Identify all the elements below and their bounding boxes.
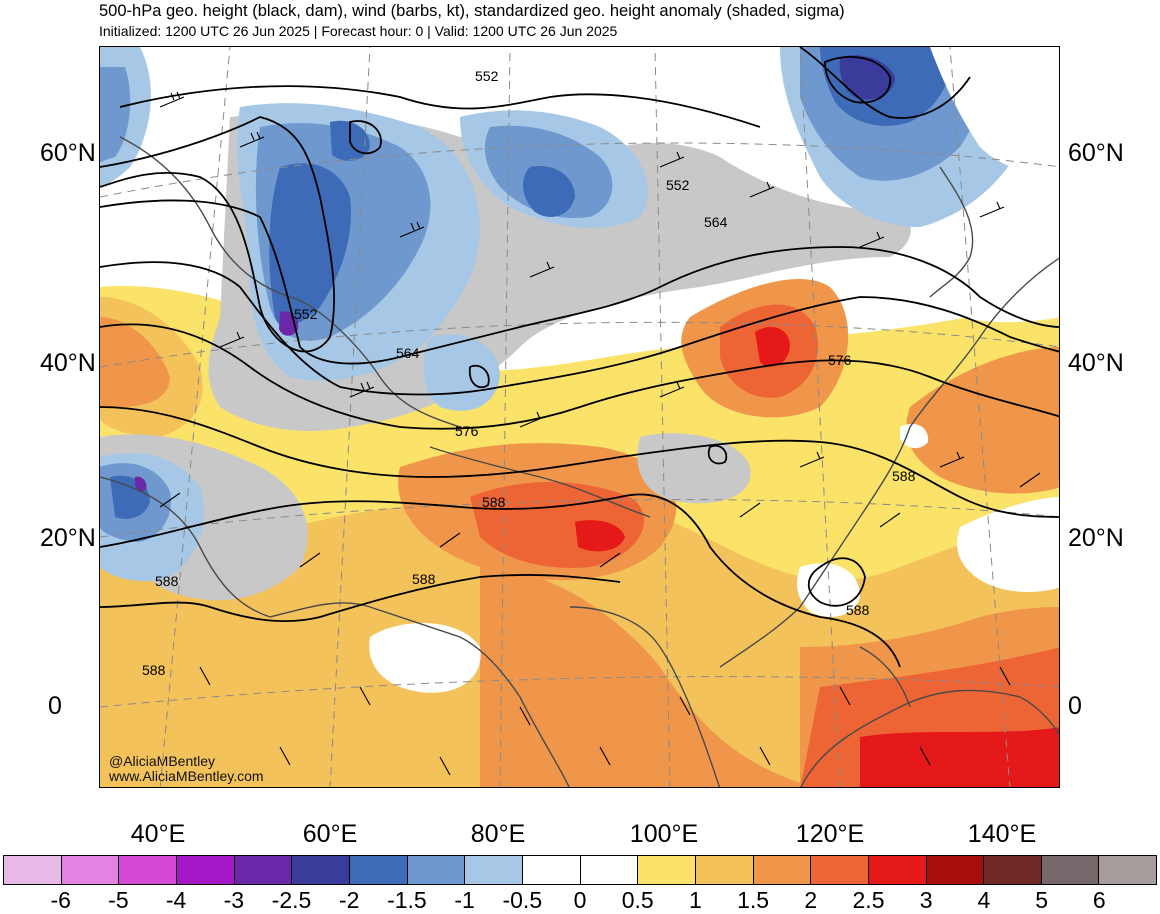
- contour-label: 588: [155, 573, 179, 589]
- lat-label-left: 60°N: [40, 139, 96, 167]
- colorbar-tick-label: -1.5: [387, 887, 427, 913]
- contour-label: 552: [294, 306, 318, 322]
- map-subtitle: Initialized: 1200 UTC 26 Jun 2025 | Fore…: [99, 23, 618, 39]
- contour-label: 564: [704, 214, 728, 230]
- colorbar-tick-label: -2.5: [271, 887, 312, 913]
- contour-label: 576: [828, 352, 852, 368]
- colorbar-swatch: [695, 856, 754, 884]
- colorbar-tick-label: 1.5: [737, 887, 770, 913]
- colorbar-swatch: [1041, 856, 1100, 884]
- colorbar-tick-label: -2: [338, 887, 360, 913]
- contour-label: 552: [666, 177, 690, 193]
- colorbar-tick-label: 3: [919, 887, 933, 913]
- lon-label: 40°E: [130, 820, 186, 848]
- colorbar-swatch: [465, 856, 523, 884]
- lon-label: 120°E: [795, 820, 865, 848]
- colorbar-swatch: [349, 856, 408, 884]
- credit-url: www.AliciaMBentley.com: [109, 768, 264, 784]
- colorbar-swatch: [984, 856, 1042, 884]
- colorbar-swatch: [234, 856, 293, 884]
- colorbar-tick-label: 4: [977, 887, 991, 913]
- contour-label: 588: [412, 571, 436, 587]
- colorbar-swatch: [4, 856, 62, 884]
- lat-label-right: 0: [1068, 692, 1082, 720]
- contour-label: 564: [396, 345, 420, 361]
- lat-label-right: 20°N: [1068, 524, 1124, 552]
- map-canvas: 552 552 552 564 564 576 576 588 588 588 …: [100, 47, 1059, 787]
- colorbar-swatch: [926, 856, 985, 884]
- colorbar-tick-label: 0.5: [621, 887, 654, 913]
- colorbar-tick-label: 1: [688, 887, 702, 913]
- contour-label: 588: [846, 602, 870, 618]
- weather-map: 552 552 552 564 564 576 576 588 588 588 …: [99, 46, 1060, 788]
- colorbar-swatch: [638, 856, 696, 884]
- colorbar-swatch: [1099, 856, 1157, 884]
- colorbar: [3, 855, 1157, 885]
- lat-label-left: 0: [48, 692, 62, 720]
- colorbar-tick-label: -6: [50, 887, 71, 913]
- colorbar-tick-label: -1: [454, 887, 475, 913]
- colorbar-swatch: [292, 856, 350, 884]
- colorbar-tick-label: 5: [1035, 887, 1048, 913]
- contour-label: 552: [475, 68, 499, 84]
- map-title: 500-hPa geo. height (black, dam), wind (…: [99, 2, 845, 20]
- colorbar-swatch: [580, 856, 639, 884]
- colorbar-tick-label: -5: [108, 887, 129, 913]
- colorbar-tick-label: 2: [804, 887, 818, 913]
- lon-label: 100°E: [629, 820, 699, 848]
- colorbar-swatch: [61, 856, 120, 884]
- colorbar-tick-label: 6: [1092, 887, 1106, 913]
- credit-handle: @AliciaMBentley: [109, 753, 216, 769]
- contour-label: 588: [142, 662, 166, 678]
- lon-label: 140°E: [967, 820, 1037, 848]
- lat-label-right: 60°N: [1068, 139, 1124, 167]
- contour-label: 588: [482, 494, 506, 510]
- lon-label: 80°E: [470, 820, 526, 848]
- colorbar-tick-label: 2.5: [852, 887, 885, 913]
- colorbar-tick-label: -0.5: [502, 887, 543, 913]
- lon-label: 60°E: [302, 820, 358, 848]
- colorbar-swatch: [176, 856, 235, 884]
- colorbar-tick-label: -3: [223, 887, 245, 913]
- lat-label-left: 40°N: [40, 349, 96, 377]
- colorbar-swatch: [522, 856, 581, 884]
- colorbar-swatch: [119, 856, 177, 884]
- colorbar-swatch: [811, 856, 869, 884]
- colorbar-tick-label: -4: [165, 887, 187, 913]
- colorbar-tick-label: 0: [573, 887, 587, 913]
- colorbar-swatch: [407, 856, 466, 884]
- contour-label: 588: [892, 468, 916, 484]
- lat-label-right: 40°N: [1068, 349, 1124, 377]
- colorbar-swatch: [753, 856, 812, 884]
- lat-label-left: 20°N: [40, 524, 96, 552]
- colorbar-swatch: [868, 856, 927, 884]
- contour-label: 576: [455, 423, 479, 439]
